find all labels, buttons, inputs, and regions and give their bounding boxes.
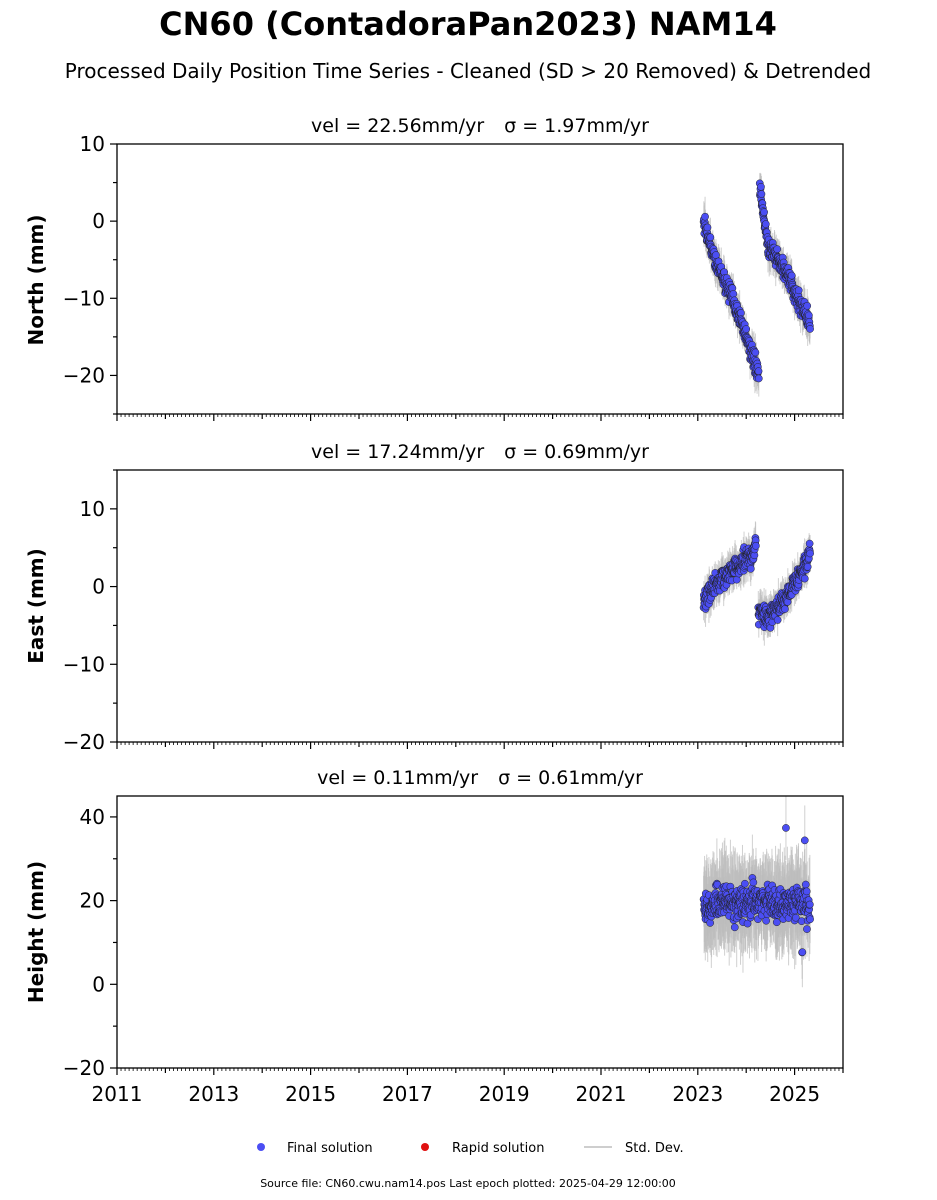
height-velocity-label: vel = 0.11mm/yr [317,767,478,789]
north-panel-title: vel = 22.56mm/yr σ = 1.97mm/yr [311,115,649,137]
east-y-tick-label: 0 [92,575,105,599]
final-solution-point [701,212,709,221]
north-panel: vel = 22.56mm/yr σ = 1.97mm/yr North (mm)… [24,115,844,421]
x-tick-label: 2019 [479,1082,530,1106]
north-y-tick-label: −20 [63,363,105,387]
final-solution-point [803,925,811,933]
final-solution-point [762,916,770,925]
final-solution-point [706,919,714,927]
final-solution-point [760,208,768,216]
rapid-solution-legend-marker [421,1143,429,1151]
std-dev-legend-label: Std. Dev. [625,1141,684,1156]
north-sigma-label: σ = 1.97mm/yr [504,115,649,137]
height-marker-layer [699,824,814,957]
east-y-tick-label: −10 [63,652,105,676]
figure-subtitle: Processed Daily Position Time Series - C… [65,59,871,83]
x-tick-label: 2023 [672,1082,723,1106]
height-y-tick-label: 20 [80,889,105,913]
height-y-tick-label: −20 [63,1056,105,1080]
final-solution-legend-label: Final solution [287,1141,373,1156]
final-solution-point [782,824,790,832]
final-solution-point [773,245,782,254]
height-plot-frame [116,795,844,1069]
final-solution-point [791,913,800,922]
final-solution-point [800,574,809,583]
final-solution-point [803,562,812,571]
north-marker-layer [699,179,814,383]
height-y-axis-label: Height (mm) [24,861,48,1003]
final-solution-point [754,374,763,383]
final-solution-point [805,539,814,548]
final-solution-point [806,915,814,924]
final-solution-point [802,887,811,896]
north-y-tick-label: 10 [80,132,105,156]
final-solution-point [772,918,781,927]
source-footer: Source file: CN60.cwu.nam14.pos Last epo… [260,1177,676,1190]
east-marker-layer [699,534,814,632]
east-plot-frame [116,469,844,743]
final-solution-point [761,220,770,228]
height-sigma-label: σ = 0.61mm/yr [498,767,643,789]
final-solution-point [787,271,796,280]
final-solution-point [798,948,807,957]
final-solution-point [794,286,803,295]
height-panel: vel = 0.11mm/yr σ = 0.61mm/yr Height (mm)… [24,767,844,1106]
north-velocity-label: vel = 22.56mm/yr [311,115,484,137]
north-y-axis-label: North (mm) [24,214,48,345]
legend: Final solution Rapid solution Std. Dev. [257,1141,684,1156]
east-sigma-label: σ = 0.69mm/yr [504,441,649,463]
final-solution-point [757,190,766,198]
height-panel-title: vel = 0.11mm/yr σ = 0.61mm/yr [317,767,643,789]
final-solution-point [754,367,763,376]
east-velocity-label: vel = 17.24mm/yr [311,441,484,463]
east-y-tick-label: −20 [63,730,105,754]
height-y-tick-label: 0 [92,972,105,996]
figure-title: CN60 (ContadoraPan2023) NAM14 [159,5,777,43]
x-tick-label: 2017 [382,1082,433,1106]
east-axis-layer: −20 −10 0 10 [63,469,844,754]
rapid-solution-legend-label: Rapid solution [452,1141,544,1156]
x-tick-label: 2013 [188,1082,239,1106]
final-solution-point [803,301,812,310]
east-y-axis-label: East (mm) [24,548,48,664]
final-solution-point [706,233,715,242]
final-solution-point [703,223,712,232]
height-axis-layer: −20 0 20 40 2011 2013 2015 2017 2019 2021 2023 2025 [63,805,844,1106]
north-y-tick-label: −10 [63,286,105,310]
final-solution-point [806,325,814,333]
east-panel-title: vel = 17.24mm/yr σ = 0.69mm/yr [311,441,649,463]
x-tick-label: 2021 [576,1082,627,1106]
final-solution-point [752,541,760,550]
final-solution-point [773,616,782,624]
final-solution-point [805,311,813,320]
final-solution-point [749,878,758,887]
final-solution-point [730,923,739,932]
final-solution-point [757,182,765,191]
x-tick-label: 2025 [769,1082,820,1106]
final-solution-point [801,880,810,889]
north-y-tick-label: 0 [92,209,105,233]
final-solution-point [805,900,814,909]
final-solution-point [729,290,738,298]
final-solution-point [742,325,751,333]
final-solution-point [781,605,789,613]
height-y-tick-label: 40 [80,805,105,829]
x-tick-label: 2015 [285,1082,336,1106]
final-solution-point [746,564,755,573]
east-y-tick-label: 10 [80,497,105,521]
final-solution-point [800,836,809,845]
final-solution-point [741,879,749,888]
east-panel: vel = 17.24mm/yr σ = 0.69mm/yr East (mm) … [24,441,844,754]
final-solution-legend-marker [257,1143,265,1151]
final-solution-point [751,348,760,357]
final-solution-point [806,549,814,558]
north-plot-frame [116,143,844,415]
x-tick-label: 2011 [92,1082,143,1106]
